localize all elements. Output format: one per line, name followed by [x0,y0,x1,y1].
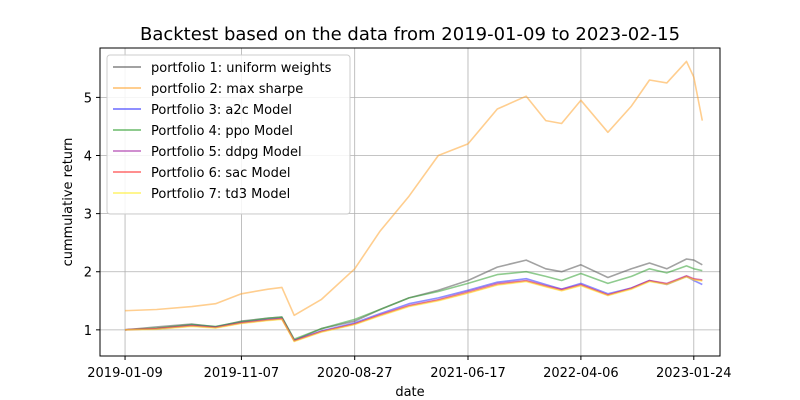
series-line-4 [124,265,703,340]
legend-entry-label: Portfolio 7: td3 Model [151,187,290,202]
x-tick-label: 2022-04-06 [543,366,619,381]
y-axis-ticks: 1 2 3 4 5 [84,91,100,339]
series-line-2 [124,60,704,317]
legend-entry-label: Portfolio 3: a2c Model [151,103,292,118]
x-tick-label: 2023-01-24 [656,366,732,381]
y-tick-label: 3 [84,208,92,223]
y-tick-label: 2 [84,266,92,281]
y-tick-label: 4 [84,150,92,165]
legend: portfolio 1: uniform weights portfolio 2:… [106,54,351,215]
series-lines [124,60,704,343]
x-axis-label: date [395,385,424,400]
legend-entry-label: Portfolio 4: ppo Model [151,124,293,139]
y-tick-label: 5 [84,91,92,106]
legend-entry-label: Portfolio 5: ddpg Model [151,145,302,160]
series-line-7 [124,276,703,343]
x-axis-ticks: 2019-01-09 2019-11-07 2020-08-27 2021-06-17… [87,356,732,381]
x-tick-label: 2019-01-09 [87,366,163,381]
y-axis-label: cummulative return [61,138,76,267]
x-tick-label: 2019-11-07 [204,366,280,381]
x-tick-label: 2021-06-17 [430,366,506,381]
legend-entry-label: Portfolio 6: sac Model [151,166,290,181]
legend-entry-label: portfolio 1: uniform weights [151,61,332,76]
legend-entry-label: portfolio 2: max sharpe [151,82,303,97]
chart-title: Backtest based on the data from 2019-01-… [140,24,680,45]
y-tick-label: 1 [84,324,92,339]
legend-box [106,54,351,215]
x-tick-label: 2020-08-27 [317,366,393,381]
plot-frame [99,47,721,357]
